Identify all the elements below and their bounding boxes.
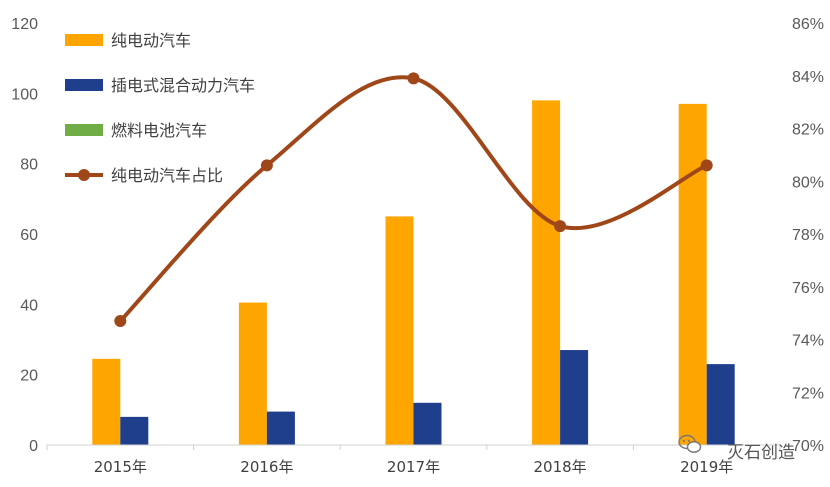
line-point	[700, 159, 713, 172]
x-tick-labels: 2015年 2016年 2017年 2018年 2019年	[94, 458, 734, 476]
watermark: 灭石创造	[678, 434, 795, 463]
line-point	[260, 159, 273, 172]
line-point	[114, 315, 127, 328]
legend-line-marker	[78, 169, 90, 181]
bar	[120, 416, 149, 445]
legend-swatch	[65, 79, 103, 91]
wechat-icon	[678, 434, 702, 453]
bar	[413, 402, 442, 445]
y-right-tick-label: 74%	[792, 333, 824, 350]
bar	[706, 364, 735, 445]
legend-swatch	[65, 124, 103, 136]
x-tick-label: 2016年	[240, 458, 293, 476]
bar	[92, 358, 121, 445]
y-right-tick-label: 84%	[792, 69, 824, 86]
x-tick-marks	[46, 445, 781, 450]
line-point	[407, 72, 420, 85]
y-left-tick-label: 20	[20, 368, 38, 385]
x-tick-label: 2015年	[94, 458, 147, 476]
bar	[532, 100, 561, 445]
y-left-tick-labels: 0 20 40 60 80 100 120	[11, 16, 38, 455]
legend-label: 纯电动汽车占比	[111, 166, 223, 185]
line-point	[554, 220, 567, 233]
y-right-tick-label: 82%	[792, 122, 824, 139]
x-tick-label: 2019年	[680, 458, 733, 476]
bar	[678, 103, 707, 445]
y-right-tick-label: 70%	[792, 438, 824, 455]
legend-label: 燃料电池汽车	[111, 121, 207, 140]
y-right-tick-label: 80%	[792, 174, 824, 191]
bar	[266, 411, 295, 445]
share-points	[114, 72, 713, 328]
x-tick-label: 2017年	[387, 458, 440, 476]
y-right-tick-label: 86%	[792, 16, 824, 33]
bar	[560, 350, 589, 445]
bar	[238, 302, 267, 445]
x-tick-label: 2018年	[534, 458, 587, 476]
y-right-tick-label: 72%	[792, 385, 824, 402]
legend-label: 纯电动汽车	[111, 31, 191, 50]
y-right-tick-labels: 70% 72% 74% 76% 78% 80% 82% 84% 86%	[792, 16, 824, 455]
y-right-tick-label: 76%	[792, 280, 824, 297]
bar	[385, 216, 414, 445]
watermark-text: 灭石创造	[727, 443, 795, 463]
y-left-tick-label: 0	[29, 438, 38, 455]
legend-swatch	[65, 34, 103, 46]
y-left-tick-label: 100	[11, 86, 38, 103]
y-right-tick-label: 78%	[792, 227, 824, 244]
legend-label: 插电式混合动力汽车	[111, 76, 255, 95]
y-left-tick-label: 80	[20, 157, 38, 174]
y-left-tick-label: 120	[11, 16, 38, 33]
y-left-tick-label: 60	[20, 227, 38, 244]
y-left-tick-label: 40	[20, 297, 38, 314]
bars-group	[92, 100, 735, 445]
